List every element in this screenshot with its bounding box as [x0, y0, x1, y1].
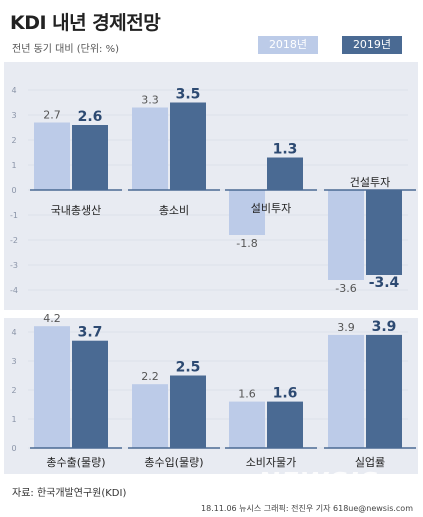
data-label-2018: 3.3 [141, 94, 159, 107]
data-label-2019: 2.6 [78, 109, 103, 125]
category-label: 총소비 [159, 204, 189, 217]
y-tick-label: -3 [10, 261, 18, 270]
data-label-2019: -3.4 [369, 275, 400, 291]
y-tick-label: 1 [11, 415, 16, 424]
y-tick-label: 2 [11, 386, 16, 395]
data-label-2019: 2.5 [176, 360, 201, 376]
y-tick-label: 2 [11, 136, 16, 145]
data-label-2018: 4.2 [43, 312, 61, 325]
bar-2018 [328, 190, 364, 280]
category-label: 총수입(물량) [144, 456, 203, 469]
y-tick-label: -4 [10, 286, 18, 295]
y-tick-label: -2 [10, 236, 18, 245]
data-label-2018: -1.8 [236, 237, 257, 250]
bar-2018 [132, 384, 168, 448]
data-label-2018: 2.2 [141, 370, 159, 383]
legend-swatch-2018 [258, 36, 318, 54]
category-label: 건설투자 [350, 176, 390, 189]
y-tick-label: 0 [11, 186, 16, 195]
legend-label-2018: 2018년 [268, 38, 308, 51]
bar-2019 [267, 401, 303, 448]
data-label-2019: 3.7 [78, 325, 103, 341]
y-tick-label: 0 [11, 444, 16, 453]
data-label-2018: 1.6 [238, 388, 256, 401]
bar-2018 [229, 401, 265, 448]
legend-swatch-2019 [342, 36, 402, 54]
category-label: 실업률 [355, 456, 385, 469]
category-label: 국내총생산 [51, 204, 102, 217]
bar-2019 [366, 334, 402, 448]
data-label-2019: 3.5 [176, 87, 201, 103]
bar-2019 [267, 157, 303, 190]
data-label-2018: 2.7 [43, 109, 61, 122]
chart-title: KDI 내년 경제전망 [10, 12, 161, 34]
category-label: 설비투자 [251, 202, 291, 215]
data-label-2019: 1.3 [273, 142, 298, 158]
category-label: 소비자물가 [246, 456, 297, 469]
bar-2019 [72, 340, 108, 448]
bar-2018 [34, 122, 70, 190]
bar-2019 [170, 375, 206, 448]
y-tick-label: 1 [11, 161, 16, 170]
bar-2018 [328, 334, 364, 448]
y-tick-label: -1 [10, 211, 18, 220]
bar-2019 [366, 190, 402, 275]
source-note: 자료: 한국개발연구원(KDI) [12, 488, 127, 499]
data-label-2018: -3.6 [335, 282, 356, 295]
credit-line: 18.11.06 뉴시스 그래픽: 전진우 기자 618ue@newsis.co… [201, 504, 413, 513]
bar-2019 [72, 125, 108, 190]
data-label-2018: 3.9 [337, 321, 355, 334]
bar-2018 [132, 107, 168, 190]
chart-subtitle: 전년 동기 대비 (단위: %) [12, 44, 119, 55]
data-label-2019: 3.9 [372, 319, 397, 335]
data-label-2019: 1.6 [273, 386, 298, 402]
y-tick-label: 4 [11, 328, 16, 337]
bar-2018 [229, 190, 265, 235]
y-tick-label: 3 [11, 111, 16, 120]
y-tick-label: 4 [11, 86, 16, 95]
legend-label-2019: 2019년 [352, 38, 392, 51]
category-label: 총수출(물량) [46, 456, 105, 469]
bar-2018 [34, 326, 70, 448]
bar-2019 [170, 102, 206, 190]
newsis-watermark: NEWSIS [258, 468, 380, 498]
y-tick-label: 3 [11, 357, 16, 366]
